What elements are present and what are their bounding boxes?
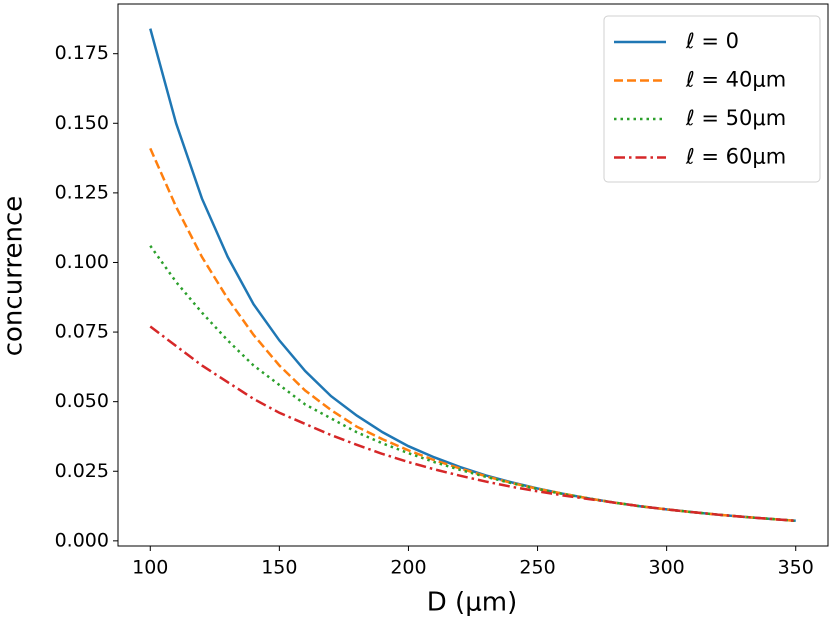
data-line [149, 245, 796, 523]
y-tick-label: 0.150 [55, 112, 109, 134]
legend-box [603, 15, 821, 183]
data-line [149, 147, 796, 523]
y-tick-label: 0.100 [55, 251, 109, 273]
x-tick-label: 300 [649, 557, 685, 579]
y-tick-label: 0.025 [55, 460, 109, 482]
legend-label: ℓ = 60μm [685, 145, 786, 169]
legend-label: ℓ = 40μm [685, 68, 786, 92]
x-tick-label: 350 [778, 557, 814, 579]
y-tick-label: 0.000 [55, 529, 109, 551]
legend-label: ℓ = 0 [685, 29, 739, 53]
y-axis-label: concurrence [0, 196, 29, 357]
plot-frame [117, 3, 829, 547]
legend-label: ℓ = 50μm [685, 106, 786, 130]
y-tick-label: 0.050 [55, 390, 109, 412]
x-tick-label: 150 [261, 557, 297, 579]
x-tick-label: 100 [132, 557, 168, 579]
y-tick-label: 0.075 [55, 321, 109, 343]
x-tick-label: 200 [390, 557, 426, 579]
y-tick-label: 0.175 [55, 42, 109, 64]
x-tick-label: 250 [519, 557, 555, 579]
data-line [149, 325, 796, 523]
x-axis-label: D (μm) [427, 588, 517, 618]
y-tick-label: 0.125 [55, 181, 109, 203]
